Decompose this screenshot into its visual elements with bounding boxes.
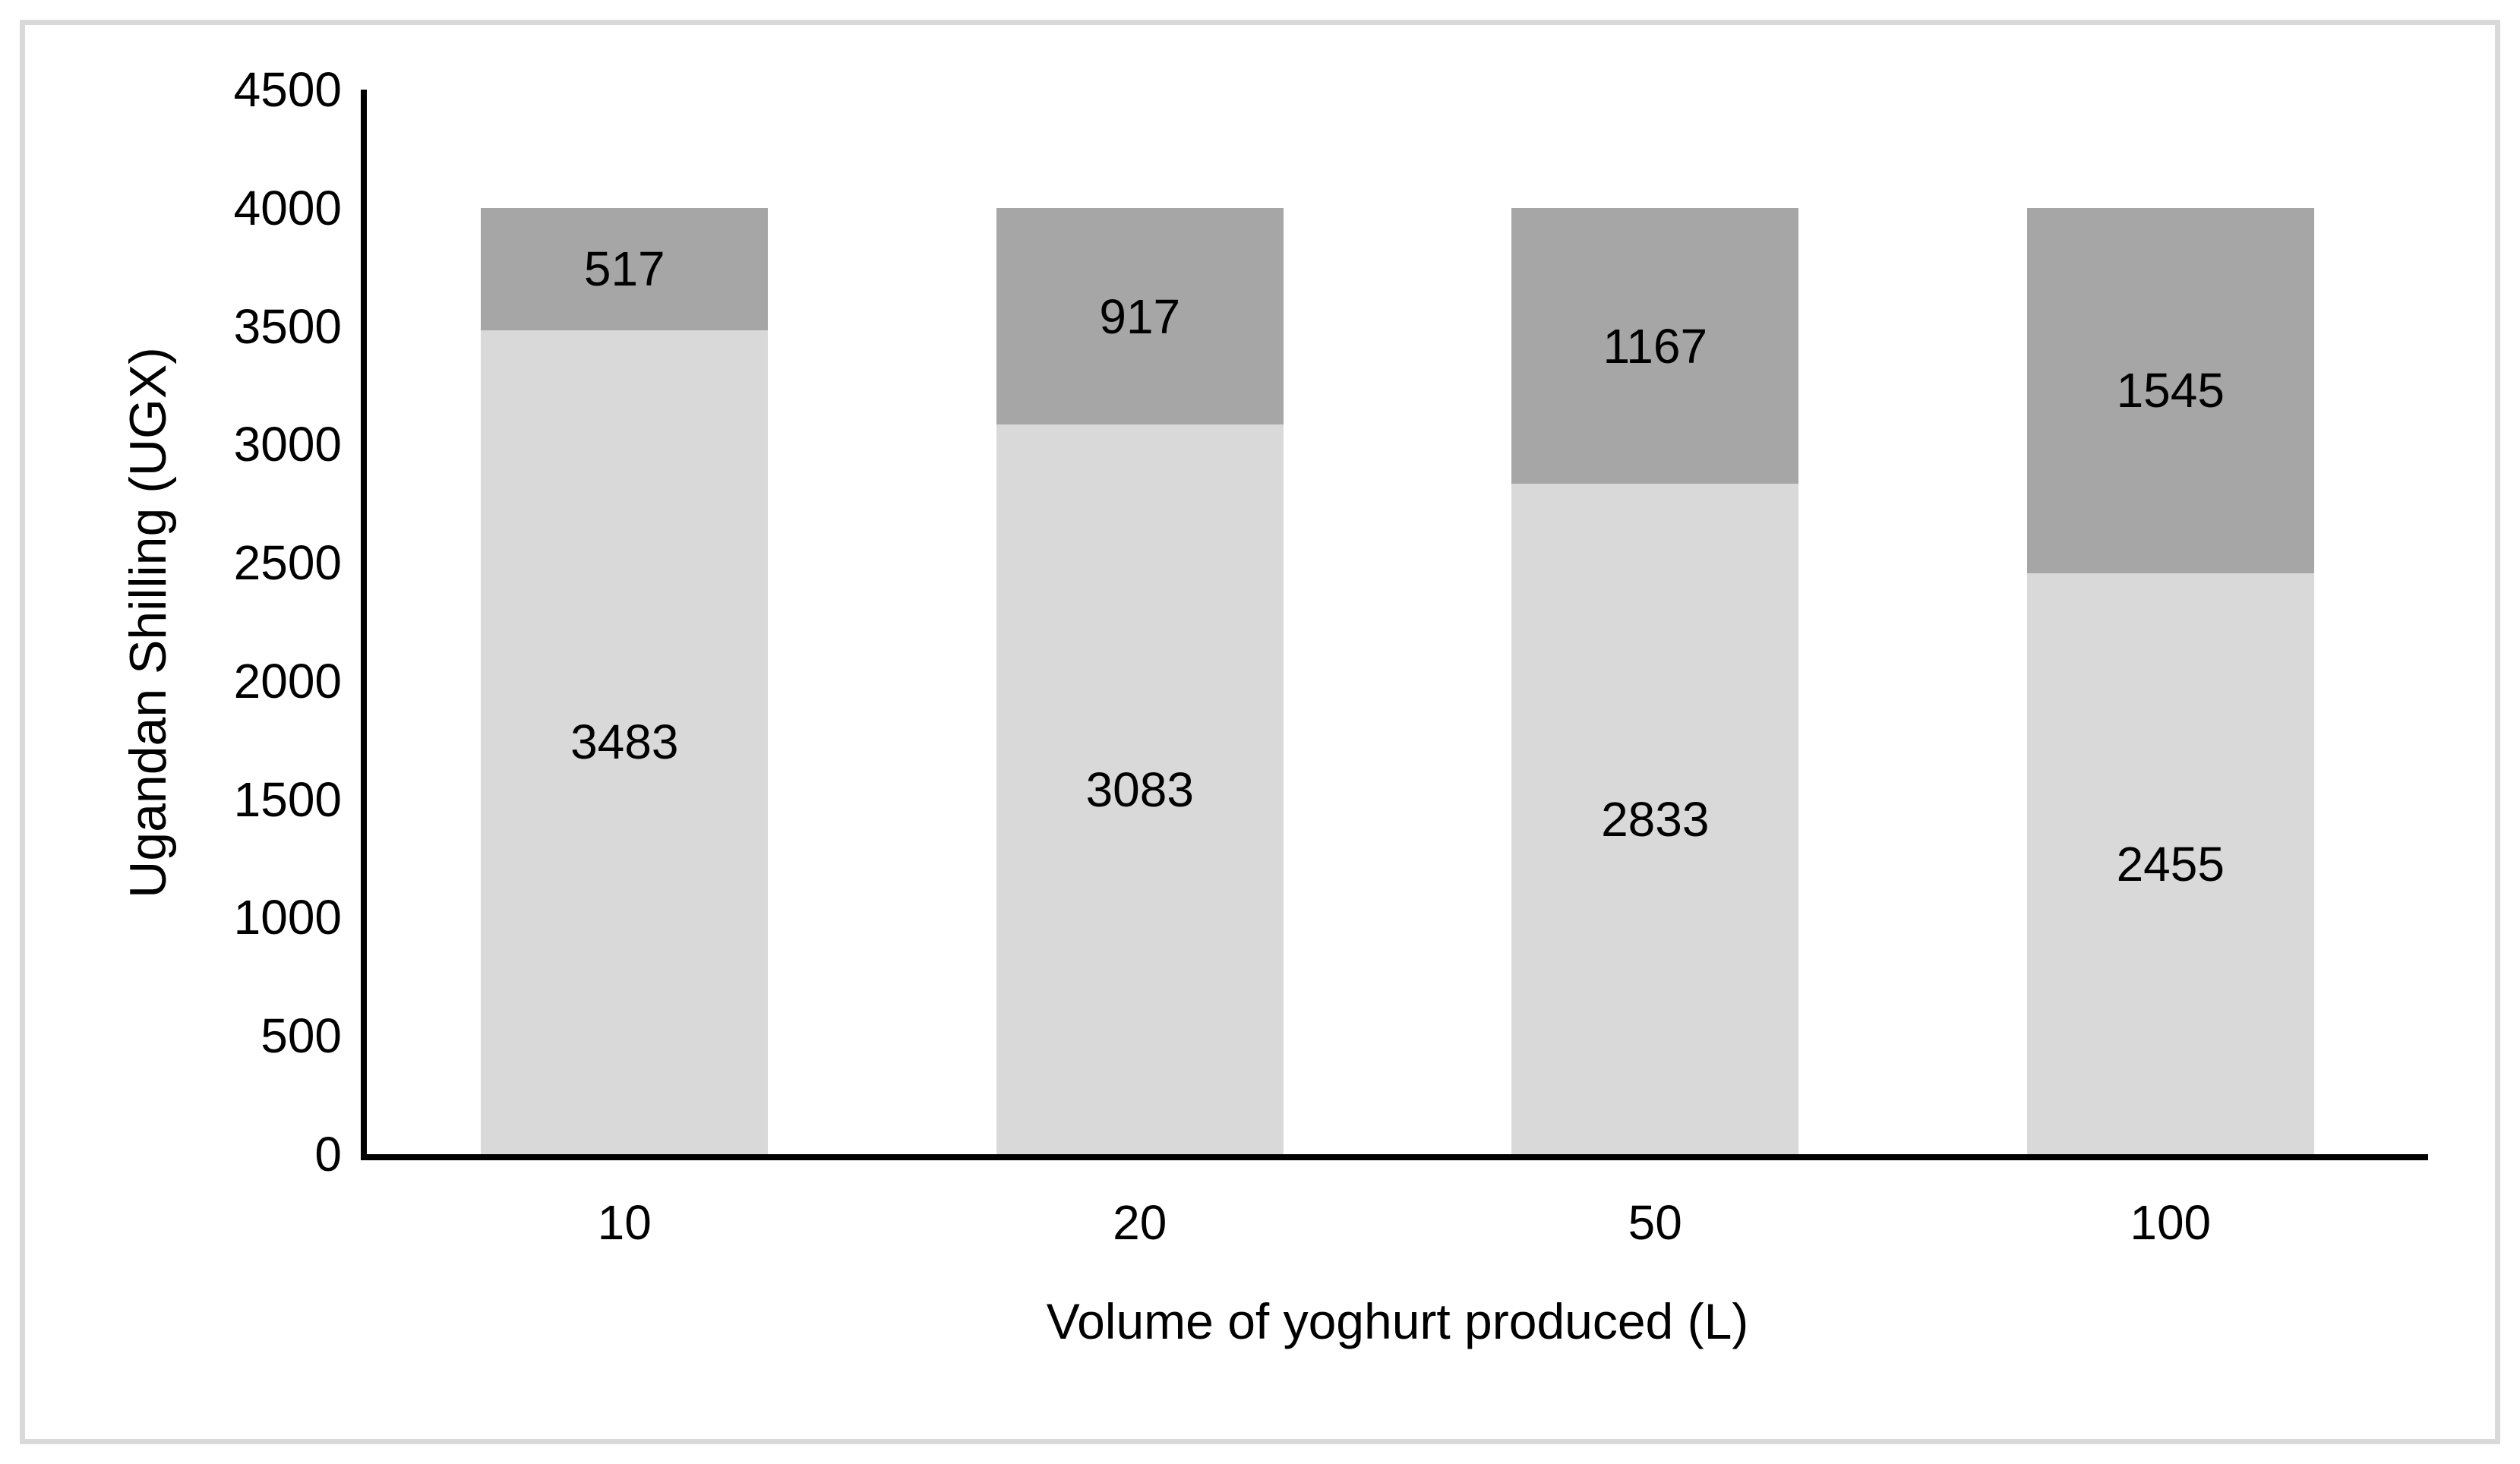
y-tick-label: 2000 bbox=[233, 653, 342, 708]
x-tick-label: 10 bbox=[597, 1195, 652, 1250]
bar-segment-top bbox=[1511, 207, 1799, 484]
x-tick-label: 100 bbox=[2130, 1195, 2212, 1250]
y-tick-label: 3500 bbox=[233, 298, 342, 354]
y-tick-label: 3000 bbox=[233, 417, 342, 472]
data-label-top: 917 bbox=[1099, 289, 1181, 344]
data-label-top: 1545 bbox=[2116, 363, 2225, 418]
plot-area bbox=[361, 90, 2428, 1160]
data-label-bottom: 2455 bbox=[2116, 836, 2225, 891]
x-axis-title: Volume of yoghurt produced (L) bbox=[1046, 1293, 1749, 1349]
y-tick-label: 4000 bbox=[233, 180, 342, 235]
bar-segment-bottom bbox=[1511, 484, 1799, 1154]
y-tick-label: 0 bbox=[314, 1127, 342, 1182]
x-tick-label: 50 bbox=[1628, 1195, 1682, 1250]
y-tick-label: 1500 bbox=[233, 771, 342, 827]
y-tick-label: 4500 bbox=[233, 62, 342, 117]
data-label-top: 1167 bbox=[1603, 318, 1708, 374]
y-tick-label: 500 bbox=[261, 1008, 342, 1064]
data-label-top: 517 bbox=[583, 241, 665, 297]
bar-segment-bottom bbox=[481, 330, 769, 1154]
bar-segment-top bbox=[2026, 207, 2314, 574]
y-tick-label: 2500 bbox=[233, 535, 342, 591]
data-label-bottom: 2833 bbox=[1601, 791, 1710, 847]
bar-segment-bottom bbox=[2026, 573, 2314, 1154]
bar-segment-bottom bbox=[996, 424, 1284, 1154]
y-tick-label: 1000 bbox=[233, 890, 342, 945]
bar-segment-top bbox=[481, 207, 769, 330]
bar-segment-top bbox=[996, 207, 1284, 425]
x-tick-label: 20 bbox=[1113, 1195, 1167, 1250]
data-label-bottom: 3483 bbox=[570, 715, 679, 770]
data-label-bottom: 3083 bbox=[1085, 762, 1194, 817]
